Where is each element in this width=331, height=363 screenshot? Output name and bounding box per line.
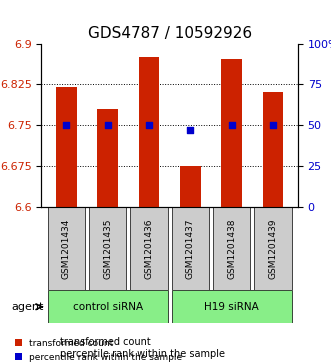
Bar <box>180 166 201 207</box>
Text: H19 siRNA: H19 siRNA <box>204 302 259 312</box>
Text: GSM1201438: GSM1201438 <box>227 218 236 279</box>
Text: GSM1201436: GSM1201436 <box>144 218 154 279</box>
Point <box>270 122 276 128</box>
Text: control siRNA: control siRNA <box>72 302 143 312</box>
Text: agent: agent <box>11 302 43 312</box>
Legend: transformed count, percentile rank within the sample: transformed count, percentile rank withi… <box>11 335 186 363</box>
Point <box>146 122 152 128</box>
FancyBboxPatch shape <box>213 207 250 290</box>
Text: transformed count: transformed count <box>60 337 150 347</box>
Text: GSM1201435: GSM1201435 <box>103 218 112 279</box>
Bar <box>97 109 118 207</box>
Text: GSM1201439: GSM1201439 <box>268 218 278 279</box>
Point <box>64 122 69 128</box>
Text: GSM1201437: GSM1201437 <box>186 218 195 279</box>
FancyBboxPatch shape <box>89 207 126 290</box>
FancyBboxPatch shape <box>172 207 209 290</box>
Point <box>105 122 110 128</box>
Point <box>229 122 234 128</box>
Bar <box>263 93 283 207</box>
Title: GDS4787 / 10592926: GDS4787 / 10592926 <box>88 26 252 41</box>
Bar <box>139 57 159 207</box>
FancyBboxPatch shape <box>172 290 292 323</box>
FancyBboxPatch shape <box>48 290 167 323</box>
Point <box>188 127 193 133</box>
Bar <box>221 59 242 207</box>
FancyBboxPatch shape <box>130 207 167 290</box>
Text: percentile rank within the sample: percentile rank within the sample <box>60 349 224 359</box>
Bar <box>56 87 76 207</box>
FancyBboxPatch shape <box>48 207 85 290</box>
Text: GSM1201434: GSM1201434 <box>62 219 71 279</box>
FancyBboxPatch shape <box>255 207 292 290</box>
